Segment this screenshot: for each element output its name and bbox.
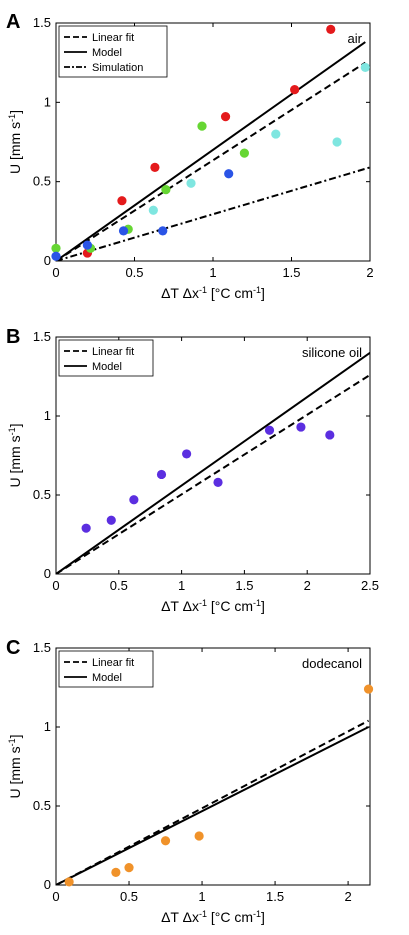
data-point [51,251,61,261]
data-point [326,24,336,34]
data-point [186,178,196,188]
data-point [118,226,129,236]
legend-label: Model [92,672,122,684]
legend-label: Linear fit [92,346,134,358]
x-tick-label: 1 [198,889,205,904]
data-point [81,523,91,533]
data-point [271,129,281,139]
y-axis-label: U [mm s-1] [7,734,23,798]
x-tick-label: 0.5 [120,889,138,904]
data-point [150,162,160,172]
y-tick-label: 1 [44,719,51,734]
legend-label: Model [92,361,122,373]
x-tick-label: 1.5 [235,578,253,593]
x-tick-label: 0 [52,578,59,593]
data-point [290,85,300,95]
x-tick-label: 1.5 [266,889,284,904]
legend-label: Model [92,47,122,59]
panel-label: C [6,637,20,659]
x-tick-label: 0.5 [125,265,143,280]
panel-label: B [6,326,20,348]
data-point [224,169,234,179]
y-tick-label: 1.5 [33,15,51,30]
y-tick-label: 0.5 [33,798,51,813]
data-point [363,684,374,694]
data-point [64,877,74,887]
material-label: silicone oil [302,345,362,360]
data-point [51,243,61,253]
dashed-line [56,61,366,261]
data-point [82,240,92,250]
x-tick-label: 1 [178,578,185,593]
legend-box [58,339,154,377]
data-point [194,831,204,841]
data-point [332,137,342,147]
data-point [239,148,249,158]
solid-line [56,351,370,574]
x-axis-label: ΔT Δx-1 [°C cm-1] [161,285,265,301]
data-point [360,62,370,73]
y-tick-label: 0 [44,253,51,268]
data-point [182,449,192,459]
y-tick-label: 1.5 [33,640,51,655]
material-label: air [348,31,363,46]
data-point [161,185,171,195]
panel-a: A 0 0.5 1 1.5 2 0 0.5 1 1.5 ΔT Δx-1 [°C cm-1] U [mm… [6,11,374,301]
y-tick-label: 0.5 [33,174,51,189]
x-tick-label: 2 [366,265,373,280]
y-tick-label: 0 [44,566,51,581]
data-point [158,226,168,236]
solid-line [56,726,369,885]
x-tick-label: 1.5 [282,265,300,280]
data-point [296,422,306,432]
material-label: dodecanol [302,656,362,671]
x-tick-label: 2 [344,889,351,904]
panel-b: B 0 0.5 1 1.5 2 2.5 0 0.5 1 1.5 ΔT Δx-1 [°C cm-1] U … [6,326,379,614]
x-axis-label: ΔT Δx-1 [°C cm-1] [161,909,265,925]
data-point [197,121,207,131]
legend-label: Linear fit [92,32,134,44]
x-axis-label: ΔT Δx-1 [°C cm-1] [161,598,265,614]
panel-label: A [6,11,20,33]
x-tick-label: 0 [52,265,59,280]
data-point [156,469,167,480]
x-tick-label: 1 [209,265,216,280]
y-tick-label: 1 [44,94,51,109]
x-tick-label: 0.5 [110,578,128,593]
y-tick-label: 1.5 [33,329,51,344]
data-point [213,477,223,487]
data-point [220,112,231,122]
legend-label: Linear fit [92,657,134,669]
y-axis-label: U [mm s-1] [7,423,23,487]
data-point [117,196,127,206]
x-tick-label: 2.5 [361,578,379,593]
panel-c: C0 0.5 1 1.5 200.511.5ΔT Δx-1 [°C cm-1]U [mm… [6,637,374,925]
x-tick-label: 2 [304,578,311,593]
data-point [148,205,158,215]
data-point [129,495,139,505]
y-axis-label: U [mm s-1] [7,110,23,174]
data-point [106,515,116,525]
x-tick-label: 0 [52,889,59,904]
solid-line [56,41,366,261]
legend-box [58,650,154,688]
y-tick-label: 1 [44,408,51,423]
data-point [264,425,275,435]
y-tick-label: 0 [44,877,51,892]
axes-box [55,647,371,886]
dashed-line [56,374,370,574]
dashdot-line [56,166,370,261]
data-point [160,836,171,846]
legend-label: Simulation [92,62,143,74]
y-tick-label: 0.5 [33,487,51,502]
data-point [111,867,121,877]
data-point [124,863,134,873]
axes-box [55,336,371,575]
data-point [325,430,335,440]
